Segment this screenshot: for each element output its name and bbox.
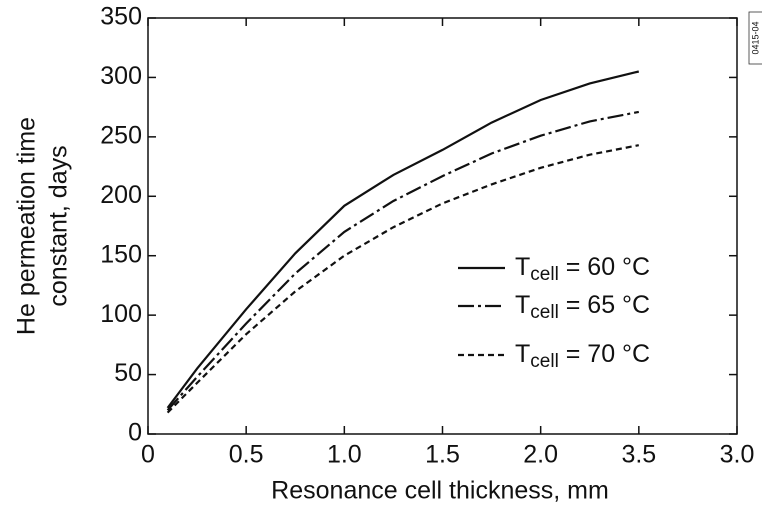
plot-frame xyxy=(147,17,738,435)
x-tick-label: 2.0 xyxy=(523,441,558,469)
y-tick-label: 200 xyxy=(100,181,142,209)
legend-label: Tcell = 60 °C xyxy=(515,253,650,285)
x-tick-label: 0.5 xyxy=(229,441,264,469)
legend-label-rest: = 65 °C xyxy=(559,291,650,319)
legend-label: Tcell = 65 °C xyxy=(515,291,650,323)
legend-label-sub: cell xyxy=(530,264,559,285)
x-axis-label: Resonance cell thickness, mm xyxy=(271,477,609,505)
y-axis-label: constant, days xyxy=(45,145,73,306)
y-tick-label: 0 xyxy=(128,419,142,447)
y-tick-label: 50 xyxy=(114,359,142,387)
y-tick-label: 250 xyxy=(100,121,142,149)
x-tick-label: 1.0 xyxy=(327,441,362,469)
y-tick-label: 100 xyxy=(100,300,142,328)
x-tick-label: 1.5 xyxy=(425,441,460,469)
legend-label-rest: = 70 °C xyxy=(559,340,650,368)
legend-label-rest: = 60 °C xyxy=(559,253,650,281)
x-tick-label: 3.0 xyxy=(720,441,755,469)
series-line xyxy=(166,70,640,409)
x-tick-label: 3.5 xyxy=(621,441,656,469)
y-tick-label: 300 xyxy=(100,62,142,90)
legend-label-main: T xyxy=(515,253,530,281)
legend-label-main: T xyxy=(515,340,530,368)
annotation: 0415-04 xyxy=(750,21,760,54)
y-axis-label: He permeation time xyxy=(13,117,41,335)
x-tick-label: 0 xyxy=(141,441,155,469)
legend-label-sub: cell xyxy=(530,351,559,372)
y-tick-label: 350 xyxy=(100,3,142,31)
legend-label-main: T xyxy=(515,291,530,319)
annotation-box xyxy=(748,11,762,65)
series-line xyxy=(166,144,640,414)
y-tick-label: 150 xyxy=(100,240,142,268)
legend-label: Tcell = 70 °C xyxy=(515,340,650,372)
legend-label-sub: cell xyxy=(530,302,559,323)
series-line xyxy=(166,110,640,411)
